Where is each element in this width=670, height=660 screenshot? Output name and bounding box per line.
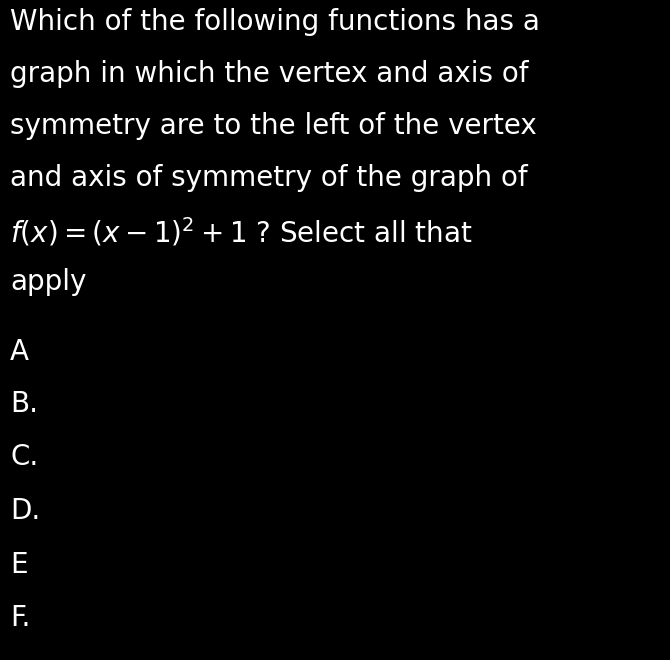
- Text: graph in which the vertex and axis of: graph in which the vertex and axis of: [10, 60, 529, 88]
- Text: and axis of symmetry of the graph of: and axis of symmetry of the graph of: [10, 164, 528, 192]
- Text: C.: C.: [10, 443, 38, 471]
- Text: E: E: [10, 551, 27, 579]
- Text: apply: apply: [10, 268, 86, 296]
- Text: $f(x)=(x-1)^2+1$ ? Select all that: $f(x)=(x-1)^2+1$ ? Select all that: [10, 216, 472, 249]
- Text: D.: D.: [10, 497, 40, 525]
- Text: Which of the following functions has a: Which of the following functions has a: [10, 8, 540, 36]
- Text: A: A: [10, 338, 29, 366]
- Text: B.: B.: [10, 390, 38, 418]
- Text: F.: F.: [10, 604, 30, 632]
- Text: symmetry are to the left of the vertex: symmetry are to the left of the vertex: [10, 112, 537, 140]
